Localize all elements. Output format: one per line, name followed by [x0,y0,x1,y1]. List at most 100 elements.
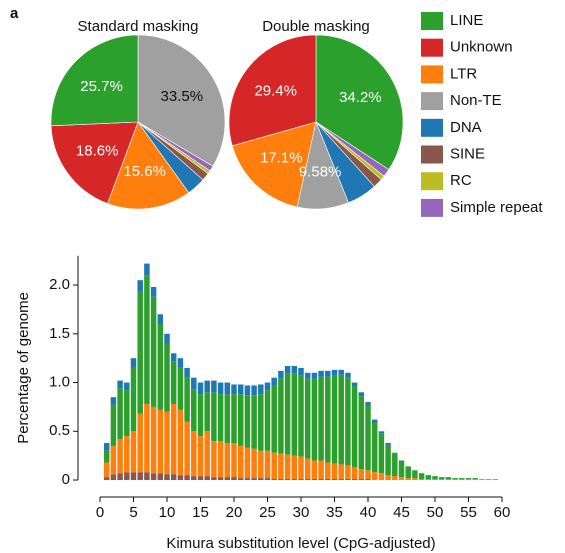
bar-segment [197,476,204,481]
bar-segment [137,472,143,481]
bar-segment [191,377,197,390]
bar-segment [378,433,385,474]
bar-segment [124,436,130,473]
bar-segment [425,475,432,480]
y-tick-label: 2.0 [49,276,70,293]
bar-segment [459,479,465,481]
bar-segment [412,478,418,481]
bar-segment [117,380,123,389]
pie-title: Double masking [262,18,370,35]
bar-segment [264,478,271,481]
bar-segment [144,263,150,276]
bar-segment [371,472,378,481]
bar-segment [365,404,371,471]
bar-segment [204,431,210,477]
bar-segment [392,452,398,454]
x-tick-label: 50 [427,504,444,521]
bar-segment [251,395,257,449]
bar-segment [291,479,298,481]
bar-segment [103,442,110,451]
bar-segment [445,479,452,481]
bar-segment [204,476,210,481]
bar-segment [291,373,298,456]
bar-segment [485,479,492,481]
bar-segment [197,436,204,477]
bar-segment [164,343,170,412]
bar-segment [331,463,338,480]
bar-segment [204,392,210,432]
bar-segment [244,395,251,448]
bar-segment [472,478,478,480]
bar-segment [170,353,177,362]
legend-swatch [421,12,443,30]
bar-segment [492,479,499,481]
bar-segment [251,448,257,479]
bar-segment [117,388,123,440]
bar-segment [365,479,371,481]
bar-segment [130,472,137,481]
bar-segment [184,421,190,476]
bar-segment [258,450,264,479]
bar-segment [170,474,177,481]
y-tick-label: 1.5 [49,325,70,342]
bar-segment [150,406,157,474]
x-tick-label: 25 [259,504,276,521]
bar-segment [392,476,398,481]
bar-segment [184,377,190,422]
bar-segment [452,478,458,480]
bar-segment [197,394,204,437]
bar-segment [459,478,465,480]
pie-slice [107,121,190,210]
pie-value-label: 18.6% [76,143,119,160]
bar-segment [452,479,458,481]
bar-segment [385,444,391,476]
bar-segment [365,402,371,405]
bar-segment [398,477,405,481]
bar-segment [150,473,157,481]
bar-segment [224,382,231,395]
bar-segment [177,409,184,476]
bar-segment [398,461,405,478]
bar-segment [103,462,110,478]
bar-segment [237,384,244,395]
bar-segment [224,442,231,478]
bar-segment [157,473,164,481]
bar-segment [432,479,438,481]
bar-segment [278,479,284,481]
bar-segment [117,439,123,474]
legend-label: DNA [450,119,482,136]
bar-segment [110,397,117,405]
bar-segment [365,470,371,480]
bar-segment [398,460,405,462]
bar-segment [251,478,257,481]
bar-segment [331,479,338,481]
bar-segment [211,380,217,393]
bar-segment [304,372,311,379]
bar-segment [144,403,150,473]
bar-segment [110,404,117,446]
bar-segment [244,447,251,479]
bar-segment [177,367,184,410]
bar-segment [371,422,378,473]
bar-segment [325,479,331,481]
pie-value-label: 25.7% [80,78,123,95]
bar-segment [345,372,351,378]
legend-label: LTR [450,65,477,82]
bar-segment [217,382,224,395]
bar-segment [358,396,365,470]
bar-segment [264,390,271,451]
y-tick-label: 0 [62,471,70,488]
bar-segment [137,291,143,414]
bar-segment [211,477,217,481]
bar-segment [231,394,237,443]
pie-slice [50,121,139,204]
bar-segment [144,472,150,481]
pie-value-label: 33.5% [161,88,204,105]
bar-segment [298,375,304,457]
bar-segment [191,431,197,477]
bar-segment [318,460,324,480]
bar-segment [258,394,264,451]
legend-label: SINE [450,145,485,162]
bar-segment [137,413,143,473]
bar-segment [264,382,271,391]
